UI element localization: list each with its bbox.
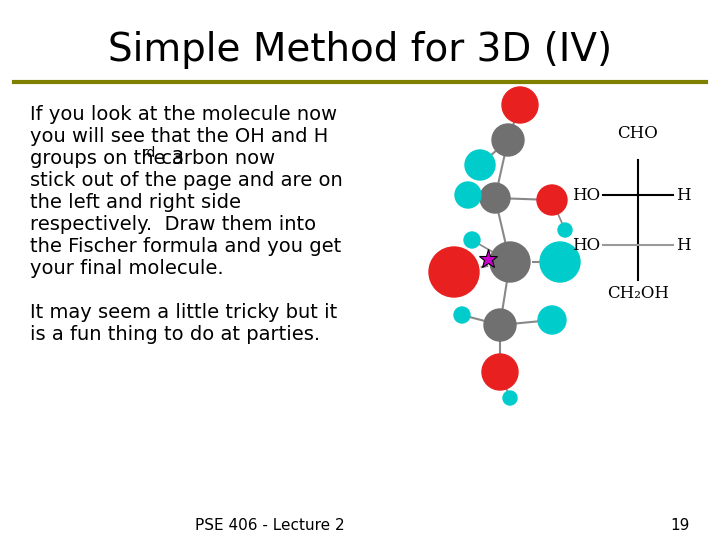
Circle shape: [490, 242, 530, 282]
Text: your final molecule.: your final molecule.: [30, 260, 224, 279]
Circle shape: [484, 309, 516, 341]
Text: It may seem a little tricky but it: It may seem a little tricky but it: [30, 303, 337, 322]
Circle shape: [429, 247, 479, 297]
Text: HO: HO: [572, 186, 600, 204]
Text: H: H: [676, 237, 690, 253]
Circle shape: [465, 150, 495, 180]
Text: If you look at the molecule now: If you look at the molecule now: [30, 105, 337, 125]
Text: the Fischer formula and you get: the Fischer formula and you get: [30, 238, 341, 256]
Text: the left and right side: the left and right side: [30, 193, 241, 213]
Circle shape: [492, 124, 524, 156]
Text: you will see that the OH and H: you will see that the OH and H: [30, 127, 328, 146]
Circle shape: [540, 242, 580, 282]
Circle shape: [455, 182, 481, 208]
Circle shape: [502, 87, 538, 123]
Text: H: H: [676, 186, 690, 204]
Text: Simple Method for 3D (IV): Simple Method for 3D (IV): [108, 31, 612, 69]
Text: CH₂OH: CH₂OH: [607, 285, 669, 302]
Text: PSE 406 - Lecture 2: PSE 406 - Lecture 2: [195, 517, 345, 532]
Text: groups on the 3: groups on the 3: [30, 150, 184, 168]
Circle shape: [480, 183, 510, 213]
Circle shape: [454, 307, 470, 323]
Circle shape: [503, 391, 517, 405]
Text: stick out of the page and are on: stick out of the page and are on: [30, 172, 343, 191]
Text: 19: 19: [670, 517, 690, 532]
Text: is a fun thing to do at parties.: is a fun thing to do at parties.: [30, 326, 320, 345]
Circle shape: [558, 223, 572, 237]
Text: respectively.  Draw them into: respectively. Draw them into: [30, 215, 316, 234]
Text: CHO: CHO: [618, 125, 658, 142]
Circle shape: [464, 232, 480, 248]
Circle shape: [537, 185, 567, 215]
Text: HO: HO: [572, 237, 600, 253]
Circle shape: [482, 354, 518, 390]
Circle shape: [538, 306, 566, 334]
Text: rd: rd: [142, 146, 156, 160]
Text: carbon now: carbon now: [155, 150, 275, 168]
